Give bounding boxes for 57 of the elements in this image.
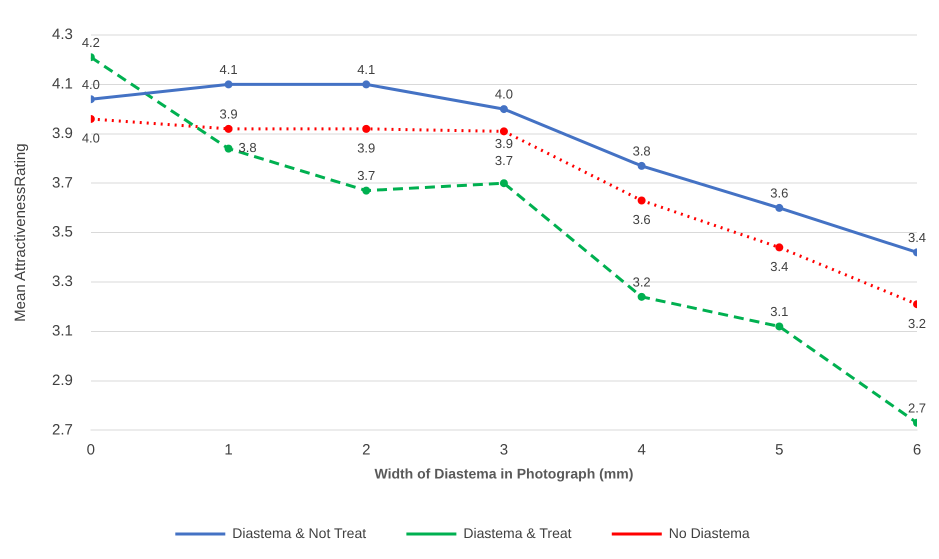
y-tick-label: 3.5	[52, 224, 73, 241]
point	[500, 127, 508, 136]
y-tick-label: 3.9	[52, 124, 73, 142]
y-axis-title: Mean AttractivenessRating	[12, 143, 30, 322]
legend-label: No Diastema	[668, 524, 750, 541]
data-label: 3.6	[770, 185, 788, 200]
y-tick-label: 2.7	[52, 421, 73, 438]
x-tick-label: 6	[912, 441, 922, 458]
point	[775, 204, 784, 212]
x-axis-title: Width of Diastema in Photograph (mm)	[374, 465, 634, 482]
y-tick-label: 2.9	[52, 372, 73, 389]
legend-label: Diastema & Not Treat	[232, 524, 366, 541]
legend-label: Diastema & Treat	[463, 524, 572, 541]
point	[500, 105, 508, 114]
data-label: 3.7	[357, 168, 376, 184]
point	[362, 186, 370, 195]
point	[362, 124, 370, 133]
data-label: 4.0	[82, 130, 100, 146]
point	[224, 124, 233, 133]
x-tick-label: 3	[500, 441, 508, 458]
data-label: 3.8	[238, 140, 257, 156]
data-label: 3.7	[494, 152, 513, 168]
point	[775, 322, 784, 330]
data-label: 3.6	[632, 212, 651, 228]
x-tick-label: 0	[86, 441, 96, 458]
point	[638, 196, 646, 204]
x-tick-label: 2	[362, 441, 370, 458]
data-label: 4.0	[494, 86, 513, 102]
data-label: 3.8	[632, 143, 651, 158]
data-label: 4.1	[357, 62, 376, 77]
y-tick-label: 4.3	[52, 26, 73, 44]
data-label: 3.2	[908, 316, 926, 331]
point	[224, 80, 233, 88]
data-label: 3.9	[494, 136, 513, 151]
point	[638, 162, 646, 170]
data-label: 3.2	[632, 274, 651, 290]
x-tick-label: 1	[224, 441, 233, 458]
y-tick-label: 3.7	[52, 174, 73, 192]
data-label: 4.0	[82, 76, 100, 92]
data-label: 3.9	[220, 106, 238, 122]
data-label: 3.9	[357, 140, 376, 156]
data-label: 3.4	[908, 230, 926, 245]
point	[362, 80, 370, 88]
y-tick-label: 3.3	[52, 273, 73, 290]
x-tick-label: 5	[775, 441, 784, 458]
x-tick-label: 4	[637, 441, 646, 458]
point	[638, 292, 646, 301]
y-tick-label: 3.1	[52, 322, 73, 340]
point	[500, 179, 508, 188]
y-tick-label: 4.1	[52, 76, 73, 93]
data-label: 2.7	[908, 400, 926, 416]
data-label: 4.2	[82, 34, 100, 50]
data-label: 4.1	[220, 62, 238, 77]
point	[224, 144, 233, 153]
data-label: 3.1	[770, 304, 788, 320]
point	[775, 243, 784, 252]
data-label: 3.4	[770, 259, 788, 274]
